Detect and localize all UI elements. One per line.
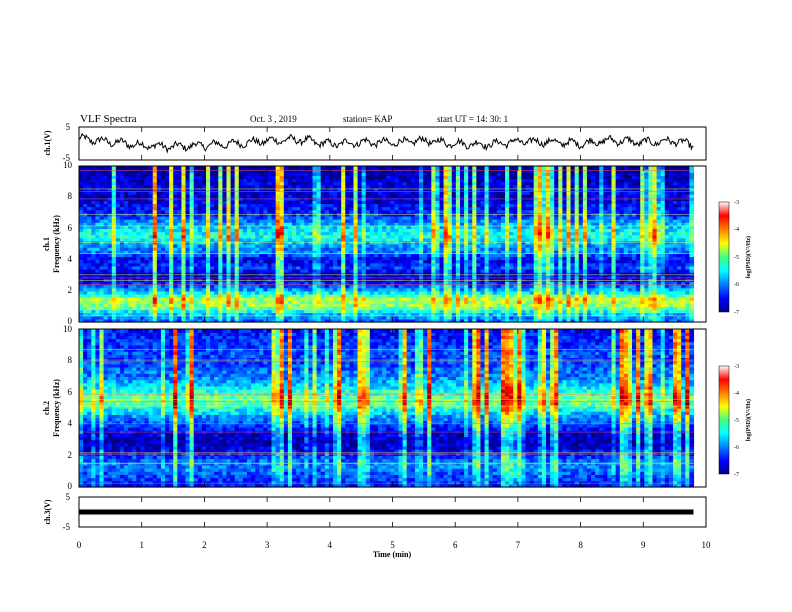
ch3-ytick-top: 5 — [66, 492, 71, 502]
colorbar-ch1-label: log(PSD)(V²/Hz) — [745, 236, 752, 278]
ch2-spec-ytick-8: 8 — [68, 355, 73, 365]
ch1-spec-ytick-8: 8 — [68, 191, 73, 201]
colorbar-ch1-tick-7: -7 — [734, 310, 739, 316]
colorbar-ch2-tick-4: -4 — [734, 391, 739, 397]
colorbar-ch2: -3 -4 -5 -6 -7 log(PSD)(V²/Hz) — [719, 364, 752, 478]
colorbar-ch2-tick-6: -6 — [734, 445, 739, 451]
colorbar-ch2-label: log(PSD)(V²/Hz) — [745, 399, 752, 441]
time-tick-label-5: 5 — [390, 540, 395, 550]
time-tick-label-0: 0 — [77, 540, 82, 550]
ch1-spec-ytick-2: 2 — [68, 285, 73, 295]
colorbar-ch1-bar — [719, 202, 729, 312]
ch2-spectrogram-ylabel: ch.2 — [42, 401, 51, 415]
ch2-spectrogram-yticks: 0 2 4 6 8 10 — [63, 324, 73, 491]
time-tick-label-9: 9 — [641, 540, 646, 550]
time-tick-label-6: 6 — [453, 540, 458, 550]
ch3-waveform-ylabel: ch.3(V) — [43, 499, 52, 524]
colorbar-ch1-tick-3: -3 — [734, 200, 739, 206]
colorbar-ch1-tick-5: -5 — [734, 255, 739, 261]
colorbar-ch2-bar — [719, 366, 729, 474]
colorbar-ch1-tick-6: -6 — [734, 282, 739, 288]
ch3-ytick-bottom: -5 — [63, 522, 71, 532]
time-tick-label-10: 10 — [702, 540, 712, 550]
colorbar-ch2-tick-7: -7 — [734, 472, 739, 478]
ch1-spectrogram-freq-label: Frequency (kHz) — [52, 215, 61, 273]
start-time-label: start UT = 14: 30: 1 — [437, 114, 508, 124]
ch2-spec-ytick-4: 4 — [68, 418, 73, 428]
time-tick-label-8: 8 — [578, 540, 583, 550]
ch1-spec-ytick-4: 4 — [68, 254, 73, 264]
ch2-spectrogram-panel: 0 2 4 6 8 10 ch.2 Frequency (kHz) — [42, 324, 706, 491]
ch1-spectrogram-image — [79, 166, 694, 323]
ch2-spec-ytick-2: 2 — [68, 450, 73, 460]
vlf-spectra-figure: VLF Spectra Oct. 3 , 2019 station= KAP s… — [0, 0, 792, 612]
time-axis-label: Time (min) — [373, 550, 412, 559]
ch1-waveform-ylabel: ch.1(V) — [43, 130, 52, 155]
ch1-spectrogram-ylabel: ch.1 — [42, 237, 51, 251]
colorbar-ch1-tick-4: -4 — [734, 227, 739, 233]
time-tick-label-2: 2 — [202, 540, 207, 550]
colorbar-ch2-tick-5: -5 — [734, 418, 739, 424]
colorbar-ch1: -3 -4 -5 -6 -7 log(PSD)(V²/Hz) — [719, 200, 752, 316]
ch2-spectrogram-freq-label: Frequency (kHz) — [52, 379, 61, 437]
date-label: Oct. 3 , 2019 — [250, 114, 297, 124]
station-label: station= KAP — [343, 114, 392, 124]
ch2-spec-ytick-10: 10 — [63, 324, 73, 334]
ch1-waveform-trace — [79, 134, 694, 152]
ch1-waveform-panel: 5 -5 ch.1(V) — [43, 122, 706, 163]
time-tick-label-3: 3 — [265, 540, 270, 550]
figure-title: VLF Spectra — [80, 113, 137, 125]
ch1-ytick-top: 5 — [66, 122, 71, 132]
time-tick-label-7: 7 — [516, 540, 521, 550]
ch1-spectrogram-panel: 0 2 4 6 8 10 ch.1 Frequency (kHz) — [42, 160, 706, 326]
ch2-spec-ytick-6: 6 — [68, 387, 73, 397]
time-tick-label-4: 4 — [328, 540, 333, 550]
colorbar-ch2-tick-3: -3 — [734, 364, 739, 370]
ch1-spec-ytick-6: 6 — [68, 223, 73, 233]
ch1-spectrogram-yticks: 0 2 4 6 8 10 — [63, 160, 73, 326]
ch2-spectrogram-image — [79, 329, 694, 488]
ch3-waveform-panel: 5 -5 ch.3(V) — [43, 492, 706, 532]
ch1-spec-ytick-10: 10 — [63, 160, 73, 170]
ch2-spec-ytick-0: 0 — [68, 481, 73, 491]
time-tick-label-1: 1 — [139, 540, 144, 550]
